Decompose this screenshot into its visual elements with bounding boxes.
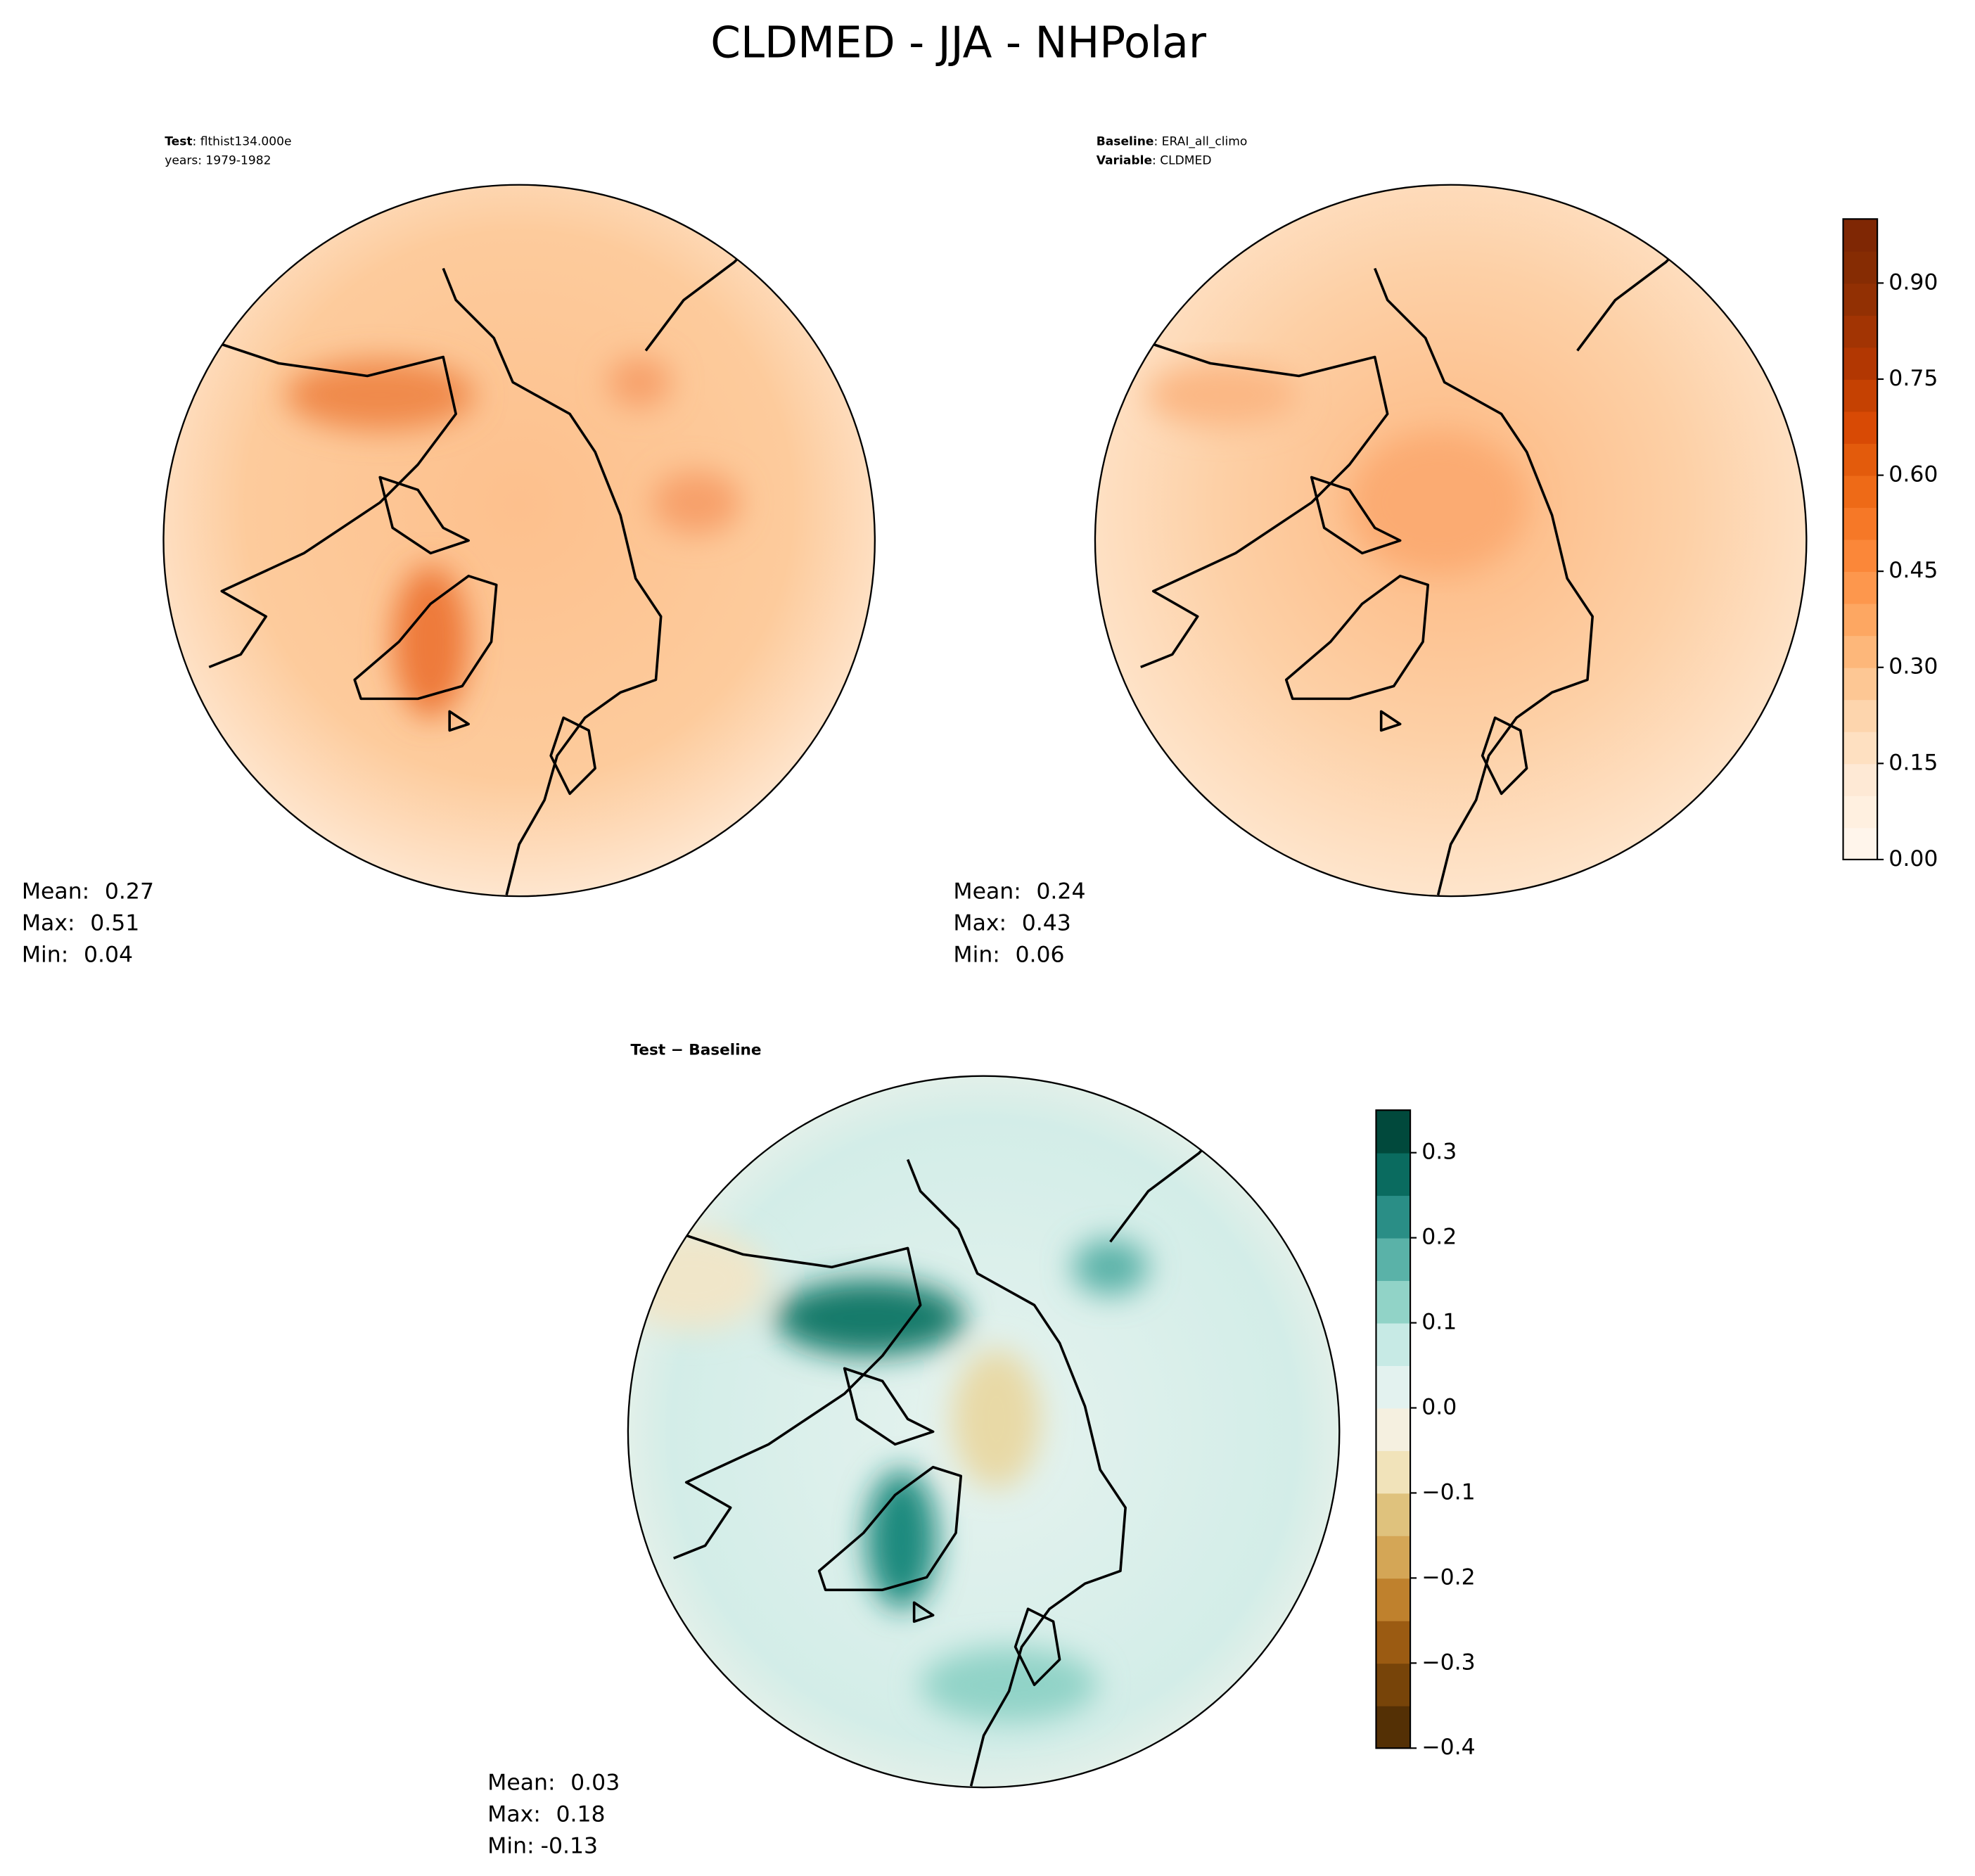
map-difference xyxy=(627,1075,1341,1789)
stat-value: 0.06 xyxy=(1015,943,1064,968)
colorbar-segment xyxy=(1376,1663,1411,1706)
header-key: Variable xyxy=(1097,154,1152,168)
colorbar-segment xyxy=(1376,1237,1411,1282)
stat-label: Max: xyxy=(22,911,75,936)
stat: Mean: 0.27 xyxy=(22,879,154,905)
colorbar-segment xyxy=(1843,475,1878,508)
colorbar-segment xyxy=(1843,827,1878,860)
stat: Mean: 0.24 xyxy=(953,879,1085,905)
stat-label: Mean: xyxy=(953,879,1021,905)
colorbar-segment xyxy=(1843,667,1878,701)
stat-value: 0.03 xyxy=(570,1770,620,1796)
stat-label: Min: xyxy=(487,1834,534,1859)
colorbar-tick-label: −0.4 xyxy=(1421,1735,1475,1760)
stat-value: 0.51 xyxy=(90,911,139,936)
colorbar-tick-label: 0.00 xyxy=(1888,846,1938,872)
header-text: : flthist134.000e xyxy=(193,135,292,149)
colorbar-tick-label: 0.0 xyxy=(1421,1395,1457,1420)
colorbar-segment xyxy=(1376,1110,1411,1154)
colorbar-tick-label: 0.90 xyxy=(1888,269,1938,295)
colorbar-segment xyxy=(1843,411,1878,444)
header-text: : CLDMED xyxy=(1152,154,1211,168)
panel-title: Test − Baseline xyxy=(631,1042,762,1059)
colorbar-segment xyxy=(1843,699,1878,732)
colorbar-segment xyxy=(1376,1408,1411,1451)
colorbar-segment xyxy=(1843,250,1878,284)
colorbar-frame xyxy=(1375,1109,1412,1749)
figure-title: CLDMED - JJA - NHPolar xyxy=(710,18,1207,68)
stat-value: -0.13 xyxy=(541,1834,598,1859)
map-test xyxy=(162,184,876,898)
colorbar-segment xyxy=(1843,219,1878,252)
colorbar-tick-label: −0.2 xyxy=(1421,1564,1475,1590)
colorbar-tick-label: 0.75 xyxy=(1888,366,1938,391)
colorbar-segment xyxy=(1376,1705,1411,1749)
colorbar-tick-label: 0.30 xyxy=(1888,654,1938,679)
header-text: years: 1979-1982 xyxy=(165,154,271,168)
stat-value: 0.18 xyxy=(556,1802,605,1827)
header-key: Test xyxy=(165,135,192,149)
panel-header: Test: flthist134.000e xyxy=(165,135,291,149)
stat: Mean: 0.03 xyxy=(487,1770,620,1796)
stat-label: Max: xyxy=(487,1802,541,1827)
stat-value: 0.27 xyxy=(105,879,154,905)
colorbar-frame xyxy=(1842,218,1879,861)
colorbar-segment xyxy=(1843,507,1878,540)
colorbar-tick-label: −0.3 xyxy=(1421,1650,1475,1675)
colorbar-segment xyxy=(1376,1365,1411,1409)
stat: Max: 0.18 xyxy=(487,1802,605,1827)
colorbar-segment xyxy=(1376,1322,1411,1366)
colorbar-segment xyxy=(1843,443,1878,476)
header-key: Baseline xyxy=(1097,135,1154,149)
colorbar-segment xyxy=(1376,1450,1411,1494)
colorbar-segment xyxy=(1843,347,1878,380)
colorbar-segment xyxy=(1376,1280,1411,1324)
stat-value: 0.43 xyxy=(1022,911,1071,936)
colorbar-tick-label: 0.45 xyxy=(1888,558,1938,583)
colorbar-segment xyxy=(1843,571,1878,604)
panel-header: Baseline: ERAI_all_climo xyxy=(1097,135,1248,149)
colorbar-tick-label: −0.1 xyxy=(1421,1479,1475,1505)
panel-header: Variable: CLDMED xyxy=(1097,154,1212,168)
colorbar-tick-label: 0.1 xyxy=(1421,1310,1457,1335)
stat: Max: 0.43 xyxy=(953,911,1070,936)
map-baseline xyxy=(1094,184,1808,898)
stat-label: Mean: xyxy=(487,1770,555,1796)
colorbar-segment xyxy=(1376,1152,1411,1197)
colorbar-segment xyxy=(1843,378,1878,412)
stat-value: 0.04 xyxy=(84,943,133,968)
colorbar-segment xyxy=(1376,1493,1411,1536)
colorbar-segment xyxy=(1376,1195,1411,1239)
stat: Max: 0.51 xyxy=(22,911,139,936)
stat: Min: 0.04 xyxy=(22,943,133,968)
colorbar-tick-label: 0.60 xyxy=(1888,462,1938,487)
colorbar-tick-label: 0.15 xyxy=(1888,750,1938,775)
panel-header: years: 1979-1982 xyxy=(165,154,271,168)
stat-value: 0.24 xyxy=(1036,879,1085,905)
colorbar-segment xyxy=(1843,635,1878,668)
colorbar-segment xyxy=(1843,314,1878,348)
colorbar-segment xyxy=(1376,1578,1411,1621)
colorbar-segment xyxy=(1843,603,1878,637)
header-text: : ERAI_all_climo xyxy=(1154,135,1248,149)
colorbar-segment xyxy=(1843,795,1878,829)
colorbar-segment xyxy=(1376,1620,1411,1664)
stat-label: Mean: xyxy=(22,879,89,905)
colorbar-segment xyxy=(1843,283,1878,316)
stat: Min: -0.13 xyxy=(487,1834,598,1859)
colorbar-segment xyxy=(1376,1535,1411,1579)
stat-label: Max: xyxy=(953,911,1006,936)
stat: Min: 0.06 xyxy=(953,943,1064,968)
colorbar-segment xyxy=(1843,539,1878,573)
stat-label: Min: xyxy=(953,943,999,968)
colorbar-tick-label: 0.3 xyxy=(1421,1140,1457,1165)
colorbar-segment xyxy=(1843,763,1878,796)
colorbar-segment xyxy=(1843,731,1878,765)
colorbar-tick-label: 0.2 xyxy=(1421,1225,1457,1250)
stat-label: Min: xyxy=(22,943,68,968)
